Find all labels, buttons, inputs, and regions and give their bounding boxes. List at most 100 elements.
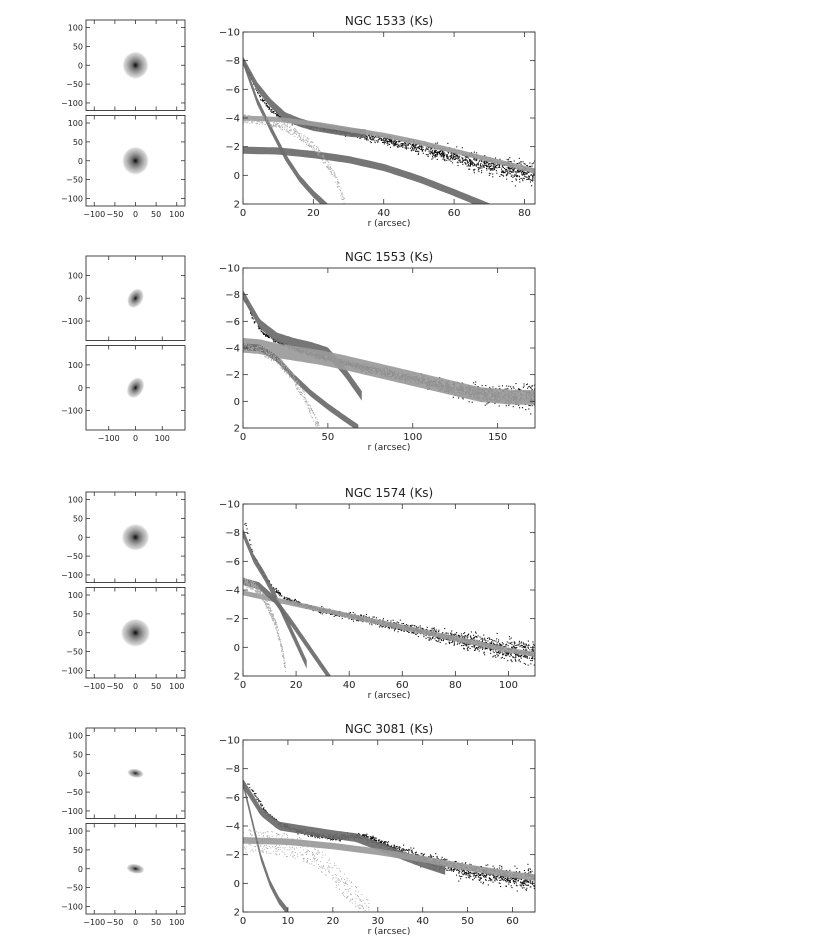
data-point xyxy=(464,632,466,634)
model-component-dot xyxy=(328,161,330,163)
model-component-dot xyxy=(258,118,260,120)
model-component-dot xyxy=(286,371,288,373)
data-point xyxy=(277,115,279,117)
data-point xyxy=(498,639,500,641)
model-component-dot xyxy=(276,361,278,363)
model-component-dot xyxy=(330,168,332,170)
image-y-tick-label: 50 xyxy=(73,42,83,51)
data-point xyxy=(394,622,396,624)
data-point xyxy=(510,654,512,656)
model-component-dot xyxy=(266,353,268,355)
data-point xyxy=(464,162,466,164)
data-point xyxy=(275,341,277,343)
model-component-dot xyxy=(283,366,285,368)
data-point xyxy=(487,402,489,404)
data-point xyxy=(452,157,454,159)
data-point xyxy=(452,157,454,159)
data-point xyxy=(473,644,475,646)
data-point xyxy=(523,647,525,649)
model-component-dot xyxy=(331,172,333,174)
data-point xyxy=(493,162,495,164)
model-component-dot xyxy=(259,116,261,117)
data-point xyxy=(495,656,497,658)
data-point xyxy=(519,178,521,180)
data-point xyxy=(411,624,413,626)
data-point xyxy=(514,171,516,173)
data-point xyxy=(338,615,340,617)
model-component-dot xyxy=(270,126,272,128)
data-point xyxy=(475,635,477,637)
model-component-dot xyxy=(259,122,261,124)
data-point xyxy=(262,99,264,101)
model-component-dot xyxy=(327,161,329,163)
data-point xyxy=(509,172,511,174)
data-point xyxy=(513,160,515,162)
data-point xyxy=(291,124,293,126)
data-point xyxy=(518,176,520,178)
model-component-dot xyxy=(293,132,295,133)
model-component-dot xyxy=(331,169,333,171)
data-point xyxy=(489,163,491,165)
data-point xyxy=(369,141,371,143)
data-point xyxy=(499,388,501,390)
data-point xyxy=(397,143,399,145)
data-point xyxy=(373,137,375,139)
model-component-band xyxy=(243,146,490,204)
data-point xyxy=(470,162,472,164)
data-point xyxy=(531,657,533,659)
data-point xyxy=(405,624,407,626)
data-point xyxy=(433,627,435,629)
data-point xyxy=(389,141,391,143)
model-component-dot xyxy=(311,408,312,410)
model-component-dot xyxy=(246,118,248,119)
model-component-dot xyxy=(292,379,294,381)
model-component-dot xyxy=(257,117,258,119)
data-point xyxy=(456,632,458,634)
model-component-dot xyxy=(261,346,262,348)
model-component-dot xyxy=(273,122,275,124)
model-component-dot xyxy=(303,136,304,138)
model-component-dot xyxy=(260,345,262,347)
data-point xyxy=(491,163,493,165)
data-point xyxy=(459,155,461,157)
data-point xyxy=(438,629,440,631)
data-point xyxy=(465,162,467,164)
data-point xyxy=(515,647,517,649)
model-component-band xyxy=(243,343,359,428)
data-point xyxy=(477,635,479,637)
data-point xyxy=(276,115,278,117)
data-point xyxy=(520,161,522,163)
data-point xyxy=(393,627,395,629)
model-component-dot xyxy=(324,158,325,160)
data-point xyxy=(526,656,528,658)
model-component-dot xyxy=(281,364,283,366)
model-component-dot xyxy=(309,142,311,143)
model-component-dot xyxy=(274,125,275,126)
data-point xyxy=(476,163,478,165)
data-point xyxy=(276,112,278,114)
model-component-dot xyxy=(271,359,272,360)
data-point xyxy=(534,174,535,176)
data-point xyxy=(296,600,298,602)
data-point xyxy=(404,142,406,144)
model-component-dot xyxy=(256,348,258,350)
model-component-dot xyxy=(307,404,308,406)
data-point xyxy=(421,150,423,152)
data-point xyxy=(431,152,433,154)
model-component-dot xyxy=(340,193,342,195)
model-component-dot xyxy=(340,190,342,192)
data-point xyxy=(467,649,469,651)
data-point xyxy=(453,154,455,156)
data-point xyxy=(417,153,419,155)
data-point xyxy=(439,153,441,155)
data-point xyxy=(383,137,385,139)
model-component-dot xyxy=(308,144,310,145)
model-component-dot xyxy=(289,375,290,377)
data-point xyxy=(383,141,385,143)
data-point xyxy=(270,109,272,111)
model-component-dot xyxy=(277,360,279,362)
model-component-dot xyxy=(263,116,264,118)
data-point xyxy=(252,318,254,320)
data-point xyxy=(447,157,449,159)
data-point xyxy=(526,178,528,180)
